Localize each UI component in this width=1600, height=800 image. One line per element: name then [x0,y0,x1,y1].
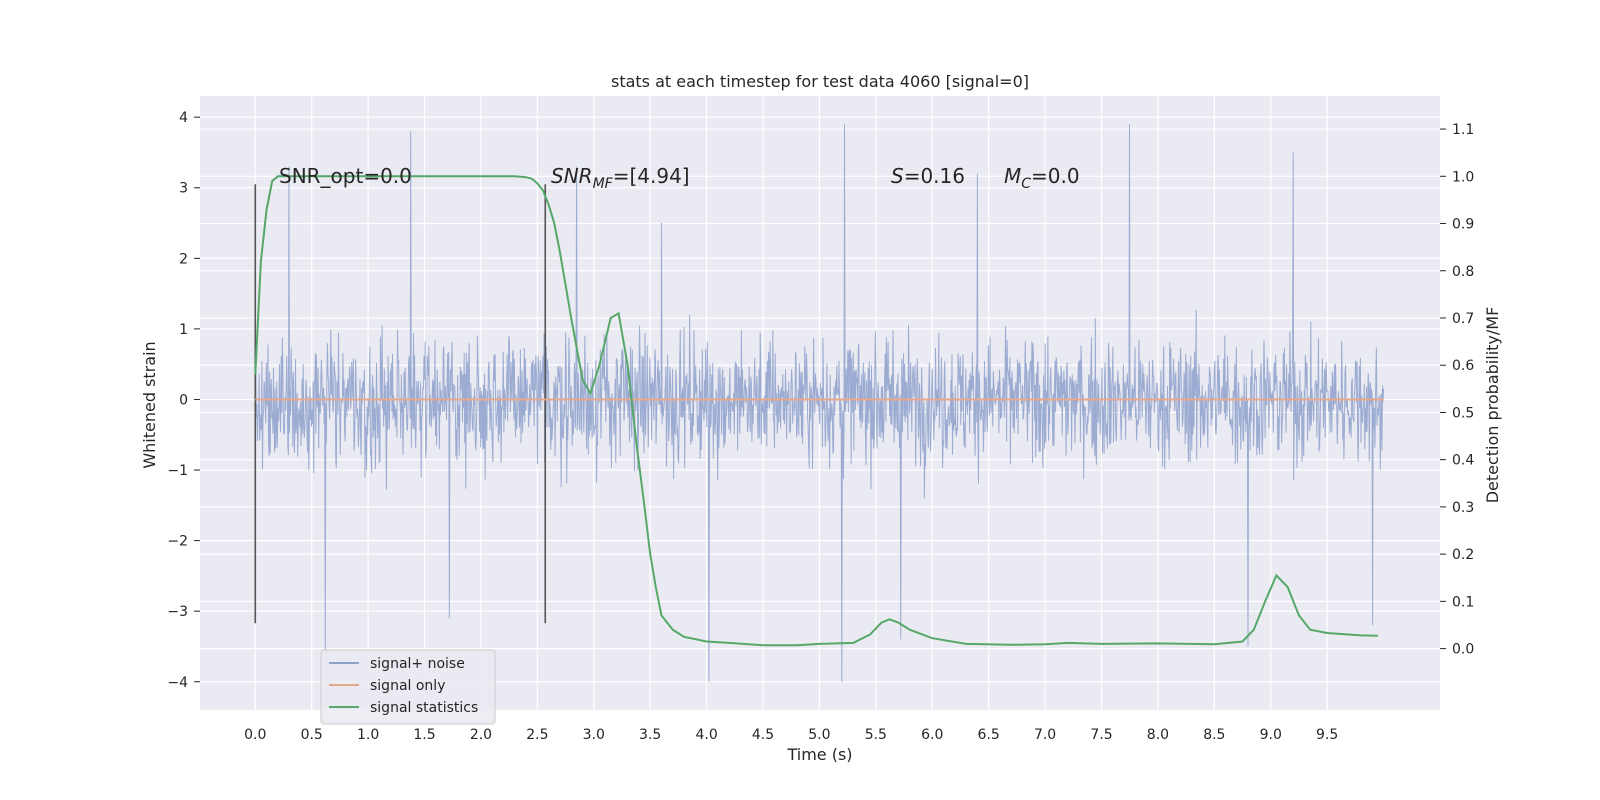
y2-tick-label: 0.4 [1452,453,1474,469]
y-tick-label: −3 [167,604,188,620]
x-tick-label: 4.0 [695,727,717,743]
x-tick-label: 8.0 [1147,727,1169,743]
legend-label-signal-only: signal only [370,678,445,694]
x-tick-label: 9.5 [1316,727,1338,743]
y2-tick-label: 1.1 [1452,122,1474,138]
y2-tick-label: 0.2 [1452,547,1474,563]
x-tick-label: 1.5 [413,727,435,743]
legend-box [320,649,496,725]
legend-label-signal-statistics: signal statistics [370,700,478,716]
x-tick-label: 0.0 [244,727,266,743]
signal-plus-noise-series [254,124,1385,682]
x-tick-label: 9.0 [1260,727,1282,743]
y-tick-label: 4 [179,110,188,126]
y2-tick-label: 0.5 [1452,405,1474,421]
y2-tick-label: 0.0 [1452,642,1474,658]
x-tick-label: 7.0 [1034,727,1056,743]
x-tick-label: 0.5 [301,727,323,743]
annotation-s: S=0.16 [891,164,965,188]
y2-tick-label: 0.8 [1452,264,1474,280]
x-tick-label: 3.5 [639,727,661,743]
y-tick-label: 1 [179,322,188,338]
y-tick-label: −1 [167,463,188,479]
y2-axis-label: Detection probability/MF [1483,307,1502,504]
line-series [254,175,1384,647]
y2-tick-labels: 1.1 1.0 0.9 0.8 0.7 0.6 0.5 0.4 0.3 0.2 0.1 0.0 [1440,122,1474,658]
y2-tick-label: 1.0 [1452,169,1474,185]
signal-plus-noise-line [254,124,1385,682]
marker-lines [254,184,547,624]
x-tick-label: 1.0 [357,727,379,743]
y-tick-label: −4 [167,675,188,691]
annotation-mc: MC=0.0 [1004,164,1080,192]
x-tick-label: 3.0 [583,727,605,743]
grid [200,96,1440,710]
y2-tick-label: 0.3 [1452,500,1474,516]
x-tick-label: 6.0 [921,727,943,743]
y-tick-label: 3 [179,181,188,197]
chart-title: stats at each timestep for test data 406… [611,72,1029,91]
y-tick-label: 2 [179,251,188,267]
x-tick-label: 5.0 [808,727,830,743]
x-axis-label: Time (s) [786,745,852,764]
x-tick-labels: 0.0 0.5 1.0 1.5 2.0 2.5 3.0 3.5 4.0 4.5 5.0 5.5 6.0 6… [244,727,1338,743]
x-tick-label: 4.5 [752,727,774,743]
legend-label-signal-plus-noise: signal+ noise [370,656,465,672]
annotation-snr-opt: SNR_opt=0.0 [279,164,412,188]
y2-tick-label: 0.1 [1452,594,1474,610]
y-axis-label: Whitened strain [140,341,159,468]
x-tick-label: 2.0 [470,727,492,743]
y2-tick-label: 0.7 [1452,311,1474,327]
x-tick-label: 8.5 [1203,727,1225,743]
y-tick-label: −2 [167,534,188,550]
x-tick-label: 7.5 [1090,727,1112,743]
legend: signal+ noise signal only signal statist… [320,649,496,725]
signal-statistics-line [254,175,1378,647]
annotation-snr-mf: SNRMF=[4.94] [551,164,690,192]
y-tick-label: 0 [179,392,188,408]
y-tick-labels: 4 3 2 1 0 −1 −2 −3 −4 [167,110,200,691]
x-tick-label: 6.5 [978,727,1000,743]
x-tick-label: 5.5 [865,727,887,743]
y2-tick-label: 0.6 [1452,358,1474,374]
y2-tick-label: 0.9 [1452,217,1474,233]
x-tick-label: 2.5 [526,727,548,743]
